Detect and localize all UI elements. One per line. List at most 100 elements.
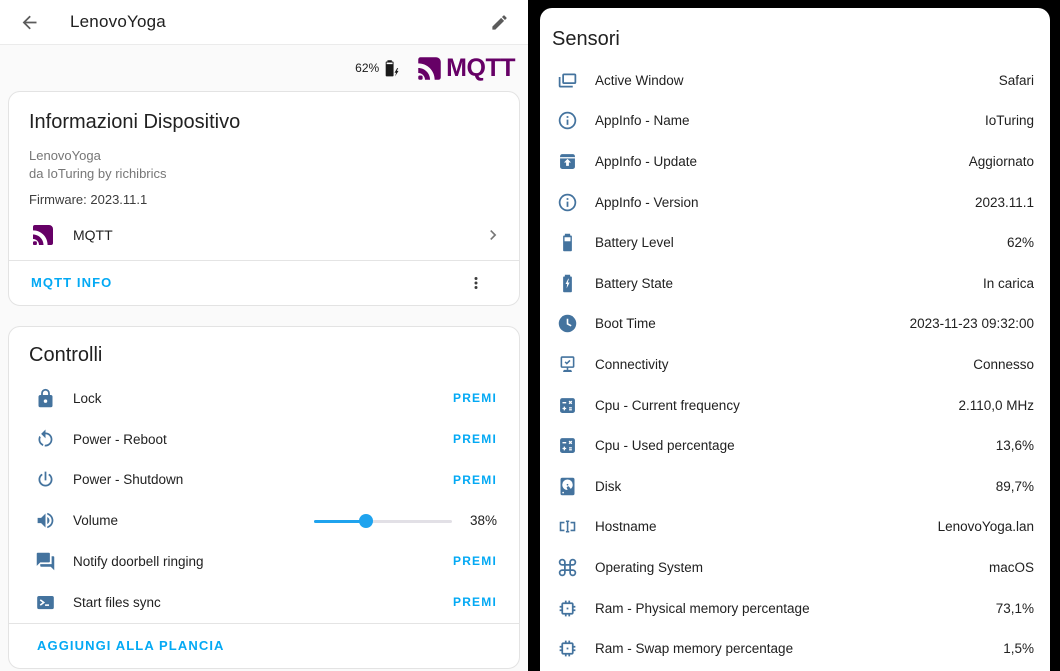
calculator-icon	[555, 393, 579, 417]
sensor-row-connectivity[interactable]: Connectivity Connesso	[540, 344, 1050, 385]
page-title: LenovoYoga	[70, 12, 166, 31]
device-name: LenovoYoga	[29, 148, 101, 163]
press-button[interactable]: PREMI	[452, 432, 497, 447]
battery-percent: 62%	[355, 61, 380, 75]
sensor-row-disk[interactable]: Disk 89,7%	[540, 466, 1050, 507]
device-subtitle: LenovoYoga da IoTuring by richibrics	[9, 147, 519, 183]
press-button[interactable]: PREMI	[452, 554, 497, 569]
sensor-row-hostname[interactable]: Hostname LenovoYoga.lan	[540, 507, 1050, 548]
sensor-value: 2.110,0 MHz	[958, 397, 1034, 413]
volume-high-icon	[33, 509, 57, 533]
dock-window-icon	[555, 68, 579, 92]
sensor-value: 2023.11.1	[974, 194, 1034, 210]
control-row-lock: Lock PREMI	[9, 378, 519, 419]
sensor-row-cpu-used-percentage[interactable]: Cpu - Used percentage 13,6%	[540, 425, 1050, 466]
device-info-card: Informazioni Dispositivo LenovoYoga da I…	[8, 91, 520, 306]
control-row-power-reboot: Power - Reboot PREMI	[9, 419, 519, 460]
command-icon	[555, 555, 579, 579]
sensor-value: 89,7%	[995, 478, 1034, 494]
add-to-dashboard-link[interactable]: AGGIUNGI ALLA PLANCIA	[37, 638, 225, 654]
message-icon	[33, 549, 57, 573]
control-row-volume: Volume 38%	[9, 500, 519, 541]
sensor-row-ram-physical[interactable]: Ram - Physical memory percentage 73,1%	[540, 588, 1050, 629]
sensor-label: Connectivity	[595, 356, 669, 372]
device-status-row: 62% MQTT	[0, 45, 528, 91]
sensor-label: Boot Time	[595, 316, 656, 332]
device-info-title: Informazioni Dispositivo	[29, 111, 241, 133]
device-via: da IoTuring by richibrics	[29, 165, 167, 181]
restart-icon	[33, 427, 57, 451]
sensors-card: Sensori Active Window Safari AppInfo - N…	[540, 8, 1050, 671]
volume-slider-fill	[313, 519, 367, 523]
sensor-value: 13,6%	[995, 438, 1034, 454]
sensor-row-cpu-current-frequency[interactable]: Cpu - Current frequency 2.110,0 MHz	[540, 385, 1050, 426]
calculator-icon	[555, 434, 579, 458]
press-button[interactable]: PREMI	[452, 472, 497, 487]
clock-icon	[555, 312, 579, 336]
sensor-value: In carica	[982, 275, 1034, 291]
lock-icon	[33, 386, 57, 410]
control-label: Power - Shutdown	[73, 472, 184, 488]
sensor-label: Operating System	[595, 559, 704, 575]
battery-status: 62%	[355, 58, 401, 79]
volume-value: 38%	[469, 513, 497, 529]
arrow-left-icon	[19, 12, 40, 33]
overflow-menu-button[interactable]	[463, 270, 489, 296]
sensor-value: Connesso	[973, 356, 1034, 372]
volume-slider[interactable]	[313, 513, 452, 528]
sensor-row-active-window[interactable]: Active Window Safari	[540, 60, 1050, 101]
divider	[9, 622, 519, 624]
battery-icon	[555, 231, 579, 255]
controls-title: Controlli	[29, 343, 103, 366]
memory-icon	[555, 596, 579, 620]
control-label: Lock	[73, 390, 102, 406]
volume-slider-thumb[interactable]	[359, 513, 374, 528]
sensor-row-operating-system[interactable]: Operating System macOS	[540, 547, 1050, 588]
sensor-value: 73,1%	[995, 600, 1034, 616]
press-button[interactable]: PREMI	[452, 595, 497, 610]
mqtt-info-link[interactable]: MQTT INFO	[31, 275, 113, 291]
edit-button[interactable]	[486, 9, 512, 35]
sensor-label: Hostname	[595, 519, 657, 535]
mqtt-brand-icon	[31, 223, 55, 247]
sensor-value: 1,5%	[1003, 641, 1034, 657]
app-header: LenovoYoga	[0, 0, 528, 45]
sensor-row-battery-state[interactable]: Battery State In carica	[540, 263, 1050, 304]
press-button[interactable]: PREMI	[452, 391, 497, 406]
dots-vertical-icon	[467, 274, 485, 292]
sensor-value: 2023-11-23 09:32:00	[909, 316, 1034, 332]
sensor-row-battery-level[interactable]: Battery Level 62%	[540, 222, 1050, 263]
integration-label: MQTT	[73, 227, 113, 244]
sensor-value: IoTuring	[984, 113, 1034, 129]
sensor-row-ram-swap[interactable]: Ram - Swap memory percentage 1,5%	[540, 628, 1050, 669]
sensor-row-appinfo-update[interactable]: AppInfo - Update Aggiornato	[540, 141, 1050, 182]
control-row-power-shutdown: Power - Shutdown PREMI	[9, 459, 519, 500]
integration-row-mqtt[interactable]: MQTT	[9, 211, 519, 260]
control-row-notify-doorbell: Notify doorbell ringing PREMI	[9, 541, 519, 582]
sensor-label: Cpu - Used percentage	[595, 438, 735, 454]
sensor-label: Battery Level	[595, 235, 674, 251]
control-row-start-files-sync: Start files sync PREMI	[9, 582, 519, 623]
sensor-label: Ram - Physical memory percentage	[595, 600, 810, 616]
information-icon	[555, 190, 579, 214]
sensor-row-appinfo-version[interactable]: AppInfo - Version 2023.11.1	[540, 182, 1050, 223]
control-label: Volume	[73, 513, 119, 529]
sensors-title: Sensori	[552, 28, 620, 50]
sensor-value: Aggiornato	[968, 153, 1034, 169]
sensor-value: 62%	[1006, 235, 1034, 251]
network-icon	[555, 515, 579, 539]
divider	[9, 259, 519, 261]
sensor-label: AppInfo - Version	[595, 194, 699, 210]
mqtt-wordmark: MQTT	[446, 53, 515, 82]
sensor-value: Safari	[998, 72, 1034, 88]
sensor-label: Cpu - Current frequency	[595, 397, 740, 413]
back-button[interactable]	[16, 9, 42, 35]
sensor-row-appinfo-name[interactable]: AppInfo - Name IoTuring	[540, 101, 1050, 142]
control-label: Start files sync	[73, 594, 161, 610]
volume-slider-track	[313, 519, 452, 523]
pencil-icon	[490, 13, 509, 32]
harddisk-icon	[555, 474, 579, 498]
sensor-label: Ram - Swap memory percentage	[595, 641, 794, 657]
sensor-row-boot-time[interactable]: Boot Time 2023-11-23 09:32:00	[540, 304, 1050, 345]
controls-card: Controlli Lock PREMI Power - Reboot PREM…	[8, 325, 520, 669]
